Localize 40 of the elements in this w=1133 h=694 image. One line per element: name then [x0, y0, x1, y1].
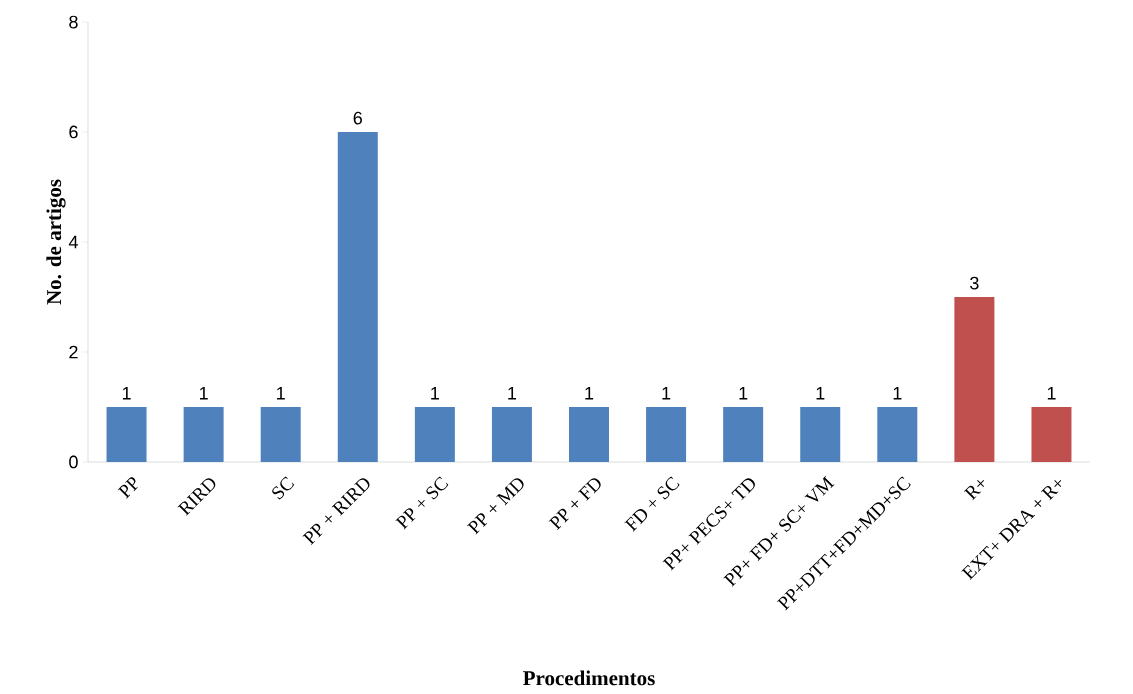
bar [877, 407, 918, 462]
bar [646, 407, 687, 462]
bar [414, 407, 455, 462]
x-tick-label: PP + MD [467, 478, 524, 535]
bar [800, 407, 841, 462]
data-label: 1 [431, 387, 439, 400]
y-tick-label: 4 [68, 235, 78, 249]
bar [337, 132, 378, 462]
data-label: 6 [353, 111, 362, 125]
bar [569, 407, 609, 462]
bar [106, 407, 147, 462]
y-axis-title: No. de artigos [46, 179, 66, 305]
bar [723, 407, 764, 462]
bar [491, 407, 532, 462]
data-label: 1 [122, 387, 131, 400]
data-label: 1 [893, 387, 902, 400]
x-tick-label: PP + FD [548, 478, 601, 531]
data-label: 3 [970, 276, 979, 290]
x-tick-label: SC [272, 476, 295, 500]
data-label: 1 [585, 387, 594, 400]
bar [260, 407, 301, 462]
bar [183, 407, 224, 462]
y-tick-label: 0 [69, 455, 78, 469]
y-tick-label: 8 [69, 15, 78, 29]
y-tick-label: 2 [69, 345, 78, 359]
bar [1031, 407, 1072, 462]
data-label: 1 [739, 387, 748, 400]
y-tick-label: 6 [69, 125, 78, 139]
data-label: 1 [508, 387, 517, 400]
data-label: 1 [1047, 387, 1056, 400]
data-label: 1 [662, 387, 671, 400]
x-tick-label: PP [117, 477, 138, 499]
x-tick-label: FD + SC [624, 476, 680, 532]
data-label: 1 [277, 387, 285, 400]
x-tick-label: PP + SC [395, 476, 449, 530]
x-axis-title: Procedimentos [523, 670, 655, 686]
bar [954, 297, 995, 462]
data-label: 1 [816, 387, 825, 400]
data-label: 1 [199, 387, 208, 400]
x-tick-label: R+ [963, 480, 985, 501]
